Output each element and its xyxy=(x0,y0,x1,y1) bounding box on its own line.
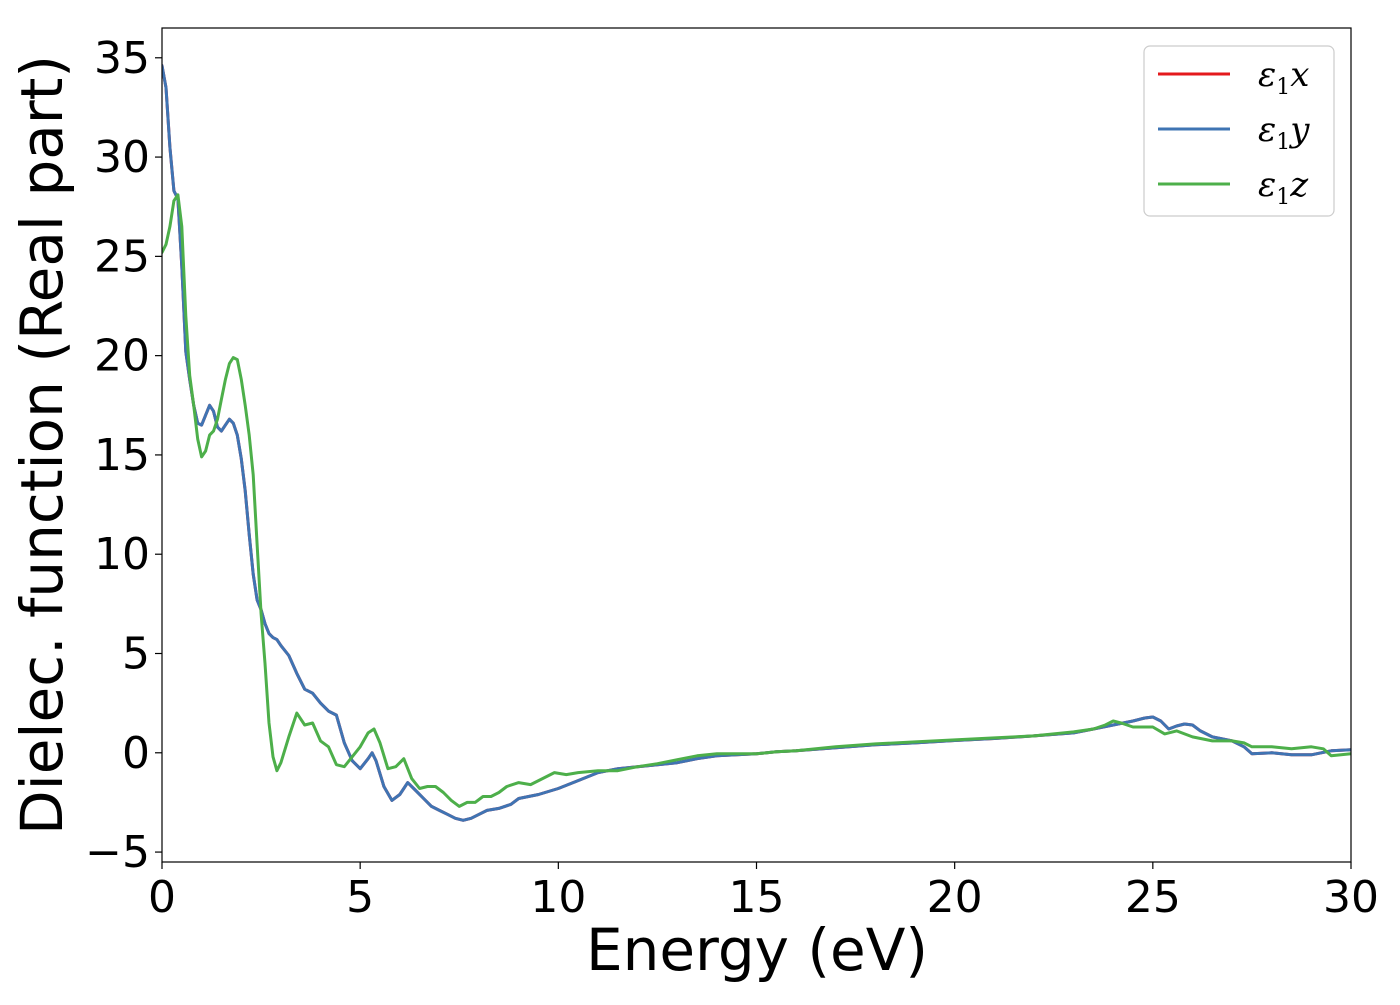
legend: ε1x ε1y ε1z xyxy=(1143,45,1335,217)
series-lines xyxy=(162,64,1351,822)
x-tick-label: 30 xyxy=(1323,872,1379,923)
legend-label-z: ε1z xyxy=(1258,165,1309,210)
x-tick-label: 5 xyxy=(346,872,374,923)
y-tick-label: 20 xyxy=(94,331,150,382)
x-tick-label: 10 xyxy=(530,872,586,923)
x-tick-label: 0 xyxy=(148,872,176,923)
y-tick-label: 0 xyxy=(122,728,150,779)
y-tick-label: 35 xyxy=(94,33,150,84)
y-tick-label: −5 xyxy=(85,827,150,878)
series-line-z xyxy=(162,193,1351,808)
legend-label-y: ε1y xyxy=(1258,110,1310,155)
x-axis-title: Energy (eV) xyxy=(586,916,928,984)
y-tick-label: 5 xyxy=(122,629,150,680)
y-tick-label: 25 xyxy=(94,231,150,282)
y-tick-label: 30 xyxy=(94,132,150,183)
series-line-y xyxy=(162,64,1351,822)
y-axis-ticks: −5 0 5 10 15 20 25 30 35 xyxy=(85,33,162,878)
y-tick-label: 15 xyxy=(94,430,150,481)
x-tick-label: 15 xyxy=(729,872,785,923)
legend-box xyxy=(1143,45,1335,217)
y-axis-title: Dielec. function (Real part) xyxy=(8,55,76,835)
x-tick-label: 25 xyxy=(1125,872,1181,923)
y-tick-label: 10 xyxy=(94,529,150,580)
legend-label-x: ε1x xyxy=(1258,55,1309,100)
x-axis-ticks: 0 5 10 15 20 25 30 xyxy=(148,862,1379,923)
x-tick-label: 20 xyxy=(927,872,983,923)
